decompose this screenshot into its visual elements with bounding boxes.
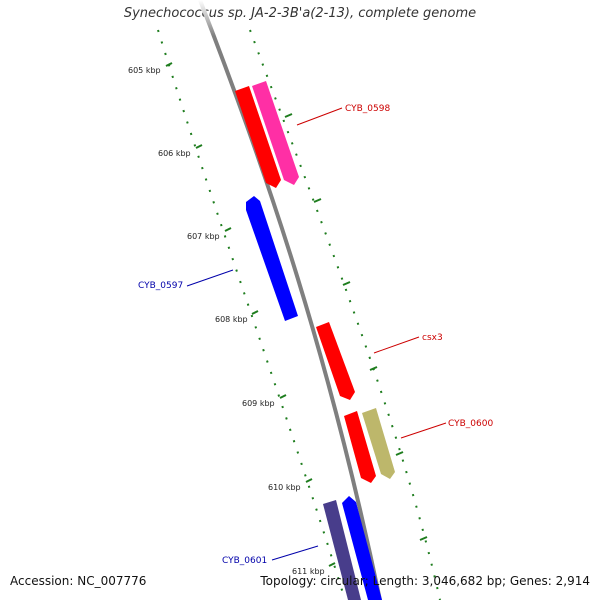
leader-cyb-0601	[271, 545, 319, 561]
label-cyb-0601: CYB_0601	[222, 556, 267, 566]
label-cyb-0598: CYB_0598	[345, 104, 390, 114]
label-csx3: csx3	[422, 333, 443, 343]
tick-label-606: 606 kbp	[158, 149, 191, 158]
tick-label-611: 611 kbp	[292, 567, 325, 576]
accession-text: Accession: NC_007776	[10, 574, 147, 588]
tick-label-605: 605 kbp	[128, 66, 161, 75]
leader-cyb-0598	[296, 107, 343, 126]
label-cyb-0600: CYB_0600	[448, 419, 493, 429]
gene-olive[interactable]	[362, 408, 395, 479]
leader-cyb-0600	[400, 422, 447, 439]
gene-blue-bottom[interactable]	[342, 496, 382, 600]
leader-csx3	[373, 336, 420, 354]
label-cyb-0597: CYB_0597	[138, 281, 183, 291]
leader-cyb-0597	[186, 269, 234, 287]
gene-labels: CYB_0598 CYB_0597 csx3 CYB_0600 CYB_0601	[138, 104, 493, 566]
gene-cyb-0597[interactable]	[246, 196, 298, 321]
tick-labels: 605 kbp 606 kbp 607 kbp 608 kbp 609 kbp …	[128, 66, 325, 576]
page-title: Synechococcus sp. JA-2-3B'a(2-13), compl…	[123, 6, 477, 21]
gene-cyb-0600[interactable]	[344, 411, 376, 483]
leader-lines	[186, 107, 447, 561]
major-ticks	[165, 62, 428, 567]
tick-label-609: 609 kbp	[242, 399, 275, 408]
tick-label-608: 608 kbp	[215, 315, 248, 324]
gene-csx3[interactable]	[316, 322, 355, 400]
right-tick-track	[249, 29, 441, 600]
tick-label-610: 610 kbp	[268, 483, 301, 492]
gene-cyb-0601[interactable]	[323, 500, 361, 600]
gene-cyb-0598[interactable]	[252, 81, 299, 185]
gene-left-red[interactable]	[235, 86, 281, 188]
genome-summary-text: Topology: circular; Length: 3,046,682 bp…	[260, 574, 590, 588]
genome-backbone	[198, 0, 382, 600]
gene-features	[235, 81, 395, 600]
tick-label-607: 607 kbp	[187, 232, 220, 241]
